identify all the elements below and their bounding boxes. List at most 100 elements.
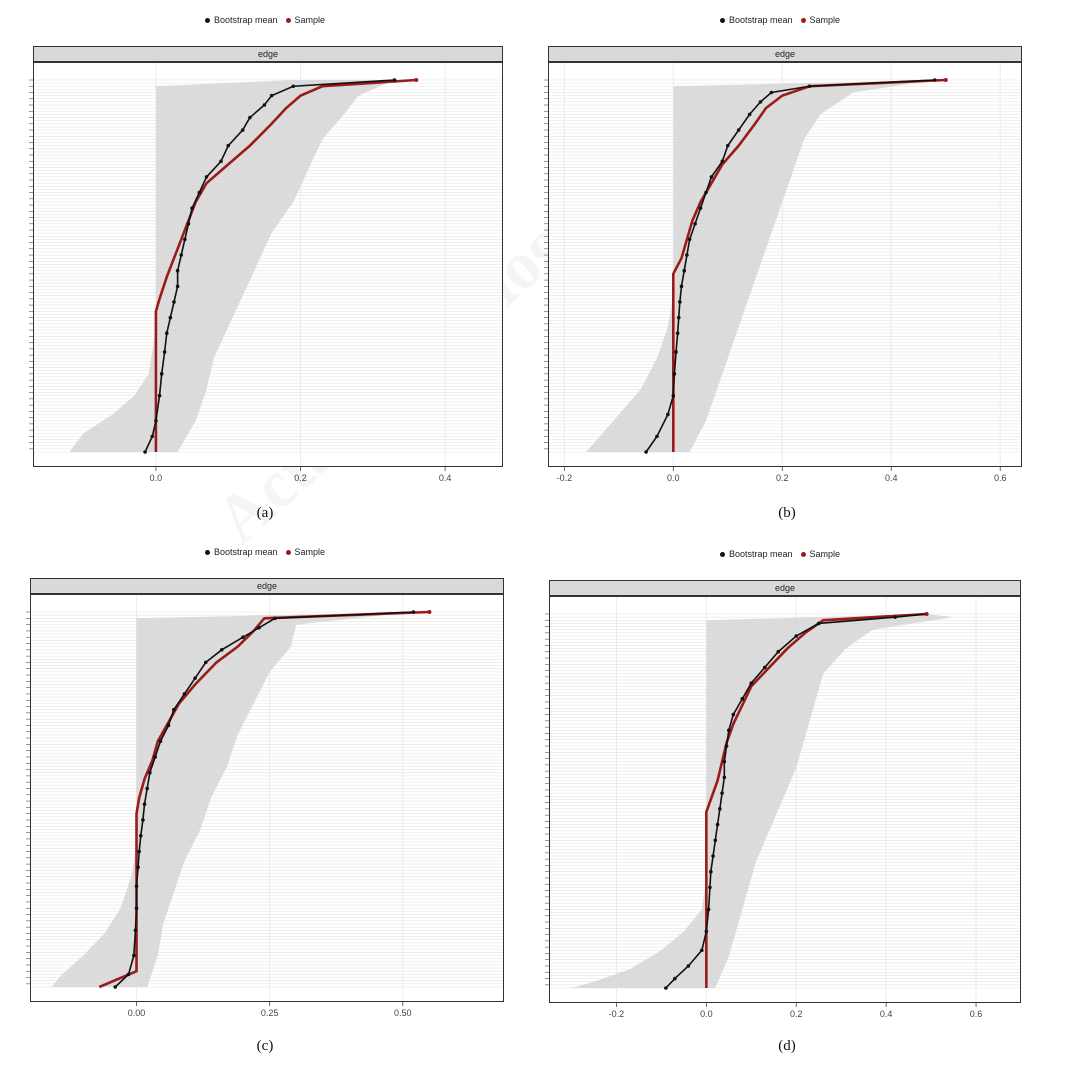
bootstrap-point bbox=[708, 885, 712, 890]
bootstrap-point bbox=[776, 649, 781, 654]
bootstrap-point bbox=[715, 822, 720, 827]
legend-marker bbox=[800, 17, 806, 23]
sample-point bbox=[924, 612, 929, 616]
bootstrap-point bbox=[273, 616, 277, 621]
bootstrap-point bbox=[142, 802, 147, 807]
legend: Bootstrap mean Sample bbox=[205, 15, 325, 25]
panel-label: (d) bbox=[778, 1038, 796, 1054]
bootstrap-point bbox=[148, 770, 152, 775]
bootstrap-point bbox=[672, 372, 677, 376]
bootstrap-point bbox=[392, 78, 397, 82]
bootstrap-point bbox=[704, 190, 708, 195]
bootstrap-point bbox=[731, 712, 736, 717]
legend-label: Sample bbox=[809, 15, 841, 25]
ci-band bbox=[571, 614, 954, 988]
legend: Bootstrap mean Sample bbox=[720, 15, 840, 25]
bootstrap-point bbox=[679, 284, 684, 289]
legend-label: Bootstrap mean bbox=[729, 15, 793, 25]
x-tick-label: 0.0 bbox=[700, 1009, 713, 1019]
bootstrap-point bbox=[186, 221, 191, 226]
bootstrap-point bbox=[132, 953, 136, 958]
bootstrap-point bbox=[133, 928, 138, 933]
panel-label: (a) bbox=[256, 505, 274, 521]
bootstrap-point bbox=[686, 964, 691, 968]
legend-label: Bootstrap mean bbox=[729, 549, 793, 559]
bootstrap-point bbox=[262, 103, 267, 107]
legend: Bootstrap mean Sample bbox=[205, 547, 325, 557]
legend-item: Sample bbox=[800, 549, 841, 559]
sample-line bbox=[705, 612, 927, 988]
bootstrap-point bbox=[700, 948, 704, 953]
bootstrap-point bbox=[257, 625, 261, 630]
legend-marker bbox=[205, 17, 210, 23]
bootstrap-point bbox=[709, 869, 713, 874]
bootstrap-point bbox=[698, 206, 703, 210]
bootstrap-point bbox=[673, 976, 677, 981]
x-tick-label: 0.4 bbox=[885, 473, 898, 483]
bootstrap-point bbox=[664, 986, 668, 990]
legend-item: Bootstrap mean bbox=[205, 15, 278, 25]
bootstrap-point bbox=[168, 315, 173, 320]
bootstrap-point bbox=[193, 676, 197, 680]
legend-marker bbox=[720, 17, 725, 23]
bootstrap-point bbox=[713, 838, 718, 843]
bootstrap-point bbox=[769, 90, 774, 95]
bootstrap-point bbox=[154, 418, 158, 423]
x-tick-label: 0.2 bbox=[776, 473, 789, 483]
bootstrap-point bbox=[666, 412, 670, 417]
bootstrap-point bbox=[137, 849, 141, 854]
bootstrap-point bbox=[816, 621, 821, 626]
ci-band bbox=[69, 80, 395, 452]
bootstrap-point bbox=[720, 159, 725, 164]
panel-label: (b) bbox=[778, 505, 796, 521]
bootstrap-point bbox=[720, 791, 724, 795]
bootstrap-point bbox=[183, 237, 187, 242]
x-tick-label: -0.2 bbox=[557, 473, 573, 483]
legend-marker bbox=[285, 549, 291, 555]
bootstrap-point bbox=[709, 175, 714, 179]
bootstrap-point bbox=[762, 665, 767, 670]
bootstrap-point bbox=[740, 697, 745, 701]
legend-label: Sample bbox=[809, 549, 841, 559]
bootstrap-point bbox=[722, 775, 727, 780]
edge-stability-chart: 0.00 0.25 0.50 bbox=[26, 595, 503, 1018]
bootstrap-point bbox=[162, 350, 167, 354]
bootstrap-point bbox=[150, 434, 155, 439]
bootstrap-point bbox=[893, 615, 897, 619]
bootstrap-point bbox=[736, 128, 741, 132]
bootstrap-point bbox=[682, 268, 687, 273]
bootstrap-point bbox=[655, 434, 659, 439]
edge-stability-chart: 0.0 0.2 0.4 bbox=[29, 63, 502, 483]
edge-stability-chart: -0.2 0.0 0.2 0.4 0.6 bbox=[544, 63, 1021, 483]
legend-label: Sample bbox=[294, 547, 326, 557]
bootstrap-point bbox=[113, 985, 118, 989]
x-tick-label: 0.6 bbox=[994, 473, 1007, 483]
bootstrap-point bbox=[687, 237, 692, 242]
bootstrap-point bbox=[159, 372, 164, 376]
bootstrap-point bbox=[933, 78, 937, 82]
x-tick-label: 0.0 bbox=[667, 473, 680, 483]
x-tick-label: 0.4 bbox=[439, 473, 452, 483]
bootstrap-point bbox=[126, 972, 131, 977]
bootstrap-point bbox=[685, 253, 689, 257]
legend-label: Bootstrap mean bbox=[214, 547, 278, 557]
x-tick-label: 0.2 bbox=[294, 473, 307, 483]
bootstrap-point bbox=[203, 660, 208, 665]
bootstrap-point bbox=[171, 707, 176, 712]
bootstrap-point bbox=[190, 206, 194, 210]
sample-point bbox=[427, 610, 432, 614]
bootstrap-point bbox=[678, 300, 682, 304]
bootstrap-point bbox=[706, 907, 711, 912]
sample-point bbox=[943, 78, 948, 82]
x-tick-label: 0.50 bbox=[394, 1008, 412, 1018]
legend-label: Bootstrap mean bbox=[214, 15, 278, 25]
bootstrap-point bbox=[175, 284, 180, 289]
facet-strip: edge bbox=[548, 46, 1022, 62]
bootstrap-point bbox=[675, 331, 680, 336]
bootstrap-point bbox=[166, 723, 171, 728]
bootstrap-point bbox=[153, 755, 157, 759]
ci-band bbox=[586, 80, 935, 452]
bootstrap-point bbox=[143, 450, 147, 454]
bootstrap-point bbox=[138, 833, 143, 838]
bootstrap-point bbox=[722, 759, 727, 764]
